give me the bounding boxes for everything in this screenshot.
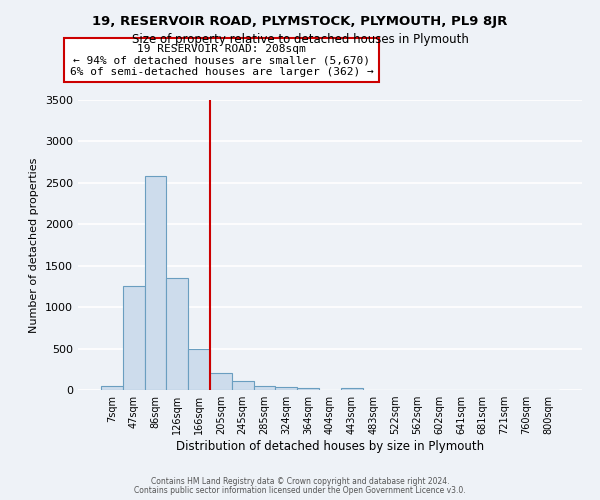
Bar: [254, 386, 275, 390]
Bar: [297, 388, 319, 390]
Y-axis label: Number of detached properties: Number of detached properties: [29, 158, 40, 332]
Bar: [123, 286, 145, 390]
Bar: [145, 176, 166, 390]
Text: Contains public sector information licensed under the Open Government Licence v3: Contains public sector information licen…: [134, 486, 466, 495]
Bar: [232, 381, 254, 390]
Bar: [188, 348, 210, 390]
Bar: [101, 386, 123, 390]
Text: Contains HM Land Registry data © Crown copyright and database right 2024.: Contains HM Land Registry data © Crown c…: [151, 477, 449, 486]
Bar: [210, 374, 232, 390]
Bar: [166, 278, 188, 390]
X-axis label: Distribution of detached houses by size in Plymouth: Distribution of detached houses by size …: [176, 440, 484, 453]
Bar: [341, 388, 363, 390]
Bar: [275, 386, 297, 390]
Text: Size of property relative to detached houses in Plymouth: Size of property relative to detached ho…: [131, 32, 469, 46]
Text: 19, RESERVOIR ROAD, PLYMSTOCK, PLYMOUTH, PL9 8JR: 19, RESERVOIR ROAD, PLYMSTOCK, PLYMOUTH,…: [92, 15, 508, 28]
Text: 19 RESERVOIR ROAD: 208sqm
← 94% of detached houses are smaller (5,670)
6% of sem: 19 RESERVOIR ROAD: 208sqm ← 94% of detac…: [70, 44, 374, 77]
